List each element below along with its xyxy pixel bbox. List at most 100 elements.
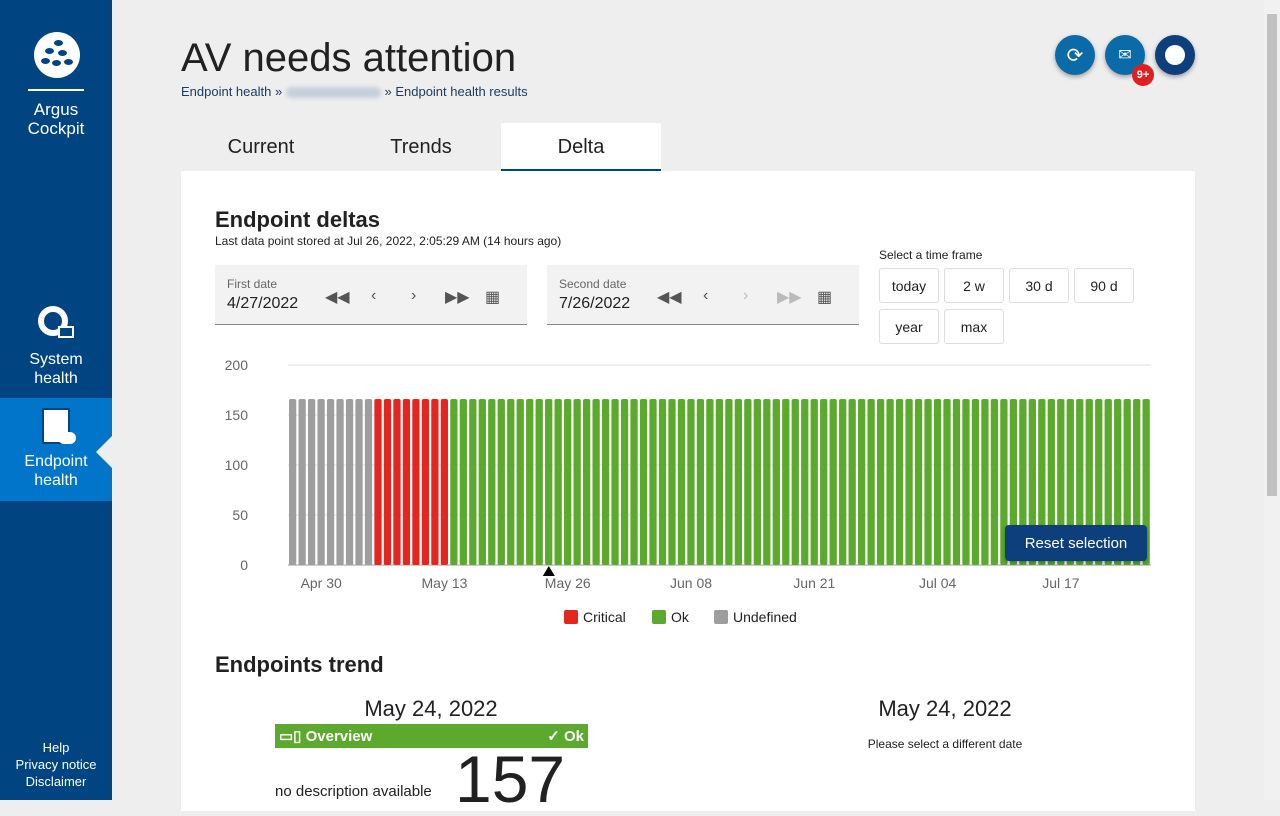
bar-ok[interactable]	[734, 399, 743, 565]
bar-ok[interactable]	[573, 399, 581, 565]
bar-ok[interactable]	[535, 399, 543, 565]
bar-ok[interactable]	[1009, 399, 1018, 565]
bar-ok[interactable]	[630, 399, 638, 565]
bar-critical[interactable]	[412, 399, 420, 565]
bar-ok[interactable]	[1000, 399, 1008, 565]
bar-ok[interactable]	[1047, 399, 1055, 565]
timeframe-90d[interactable]: 90 d	[1074, 268, 1134, 303]
bar-ok[interactable]	[763, 399, 771, 565]
first-date-picker[interactable]: First date 4/27/2022 ◀◀ ‹ › ▶▶ ▦	[215, 265, 527, 325]
fast-forward-icon[interactable]: ▶▶	[777, 289, 802, 306]
breadcrumb-redacted[interactable]	[285, 87, 381, 99]
argus-logo-icon[interactable]	[34, 32, 80, 78]
bar-undefined[interactable]	[298, 399, 306, 565]
second-date-picker[interactable]: Second date 7/26/2022 ◀◀ ‹ › ▶▶ ▦	[547, 265, 859, 325]
timeframe-30d[interactable]: 30 d	[1009, 268, 1069, 303]
bar-ok[interactable]	[772, 399, 780, 565]
fast-forward-icon[interactable]: ▶▶	[445, 289, 470, 306]
bar-ok[interactable]	[545, 399, 553, 565]
bar-critical[interactable]	[374, 399, 382, 565]
bar-ok[interactable]	[507, 399, 515, 565]
fast-back-icon[interactable]: ◀◀	[325, 289, 350, 306]
bar-ok[interactable]	[1104, 399, 1112, 565]
bar-ok[interactable]	[829, 399, 837, 565]
bar-ok[interactable]	[981, 399, 989, 565]
privacy-notice-link[interactable]: Privacy notice	[15, 757, 97, 772]
messages-button[interactable]: ✉	[1105, 35, 1145, 75]
bar-ok[interactable]	[753, 399, 761, 565]
bar-ok[interactable]	[962, 399, 970, 565]
bar-ok[interactable]	[744, 399, 752, 565]
bar-ok[interactable]	[914, 399, 923, 565]
bar-ok[interactable]	[1057, 399, 1065, 565]
chevron-right-icon[interactable]: ›	[411, 287, 417, 304]
bar-critical[interactable]	[421, 399, 430, 565]
bar-ok[interactable]	[469, 399, 477, 565]
bar-ok[interactable]	[450, 399, 458, 565]
sidebar-item-system-health[interactable]: System health	[0, 296, 112, 399]
bar-ok[interactable]	[592, 399, 600, 565]
selected-date-marker[interactable]	[542, 566, 555, 576]
bar-ok[interactable]	[725, 399, 733, 565]
bar-ok[interactable]	[952, 399, 961, 565]
bar-undefined[interactable]	[345, 399, 354, 565]
bar-undefined[interactable]	[355, 399, 363, 565]
tab-delta[interactable]: Delta	[501, 123, 661, 171]
bar-ok[interactable]	[497, 399, 505, 565]
bar-ok[interactable]	[858, 399, 866, 565]
bar-ok[interactable]	[1133, 399, 1141, 565]
bar-critical[interactable]	[383, 399, 392, 565]
breadcrumb-endpoint-health[interactable]: Endpoint health	[181, 84, 272, 99]
bar-ok[interactable]	[601, 399, 610, 565]
scrollbar[interactable]	[1264, 0, 1280, 800]
bar-ok[interactable]	[639, 399, 648, 565]
bar-ok[interactable]	[943, 399, 951, 565]
bar-ok[interactable]	[990, 399, 999, 565]
bar-ok[interactable]	[706, 399, 714, 565]
overview-bar[interactable]: ▭▯ Overview ✓ Ok	[275, 724, 588, 748]
bar-ok[interactable]	[488, 399, 496, 565]
bar-undefined[interactable]	[336, 399, 344, 565]
bar-ok[interactable]	[1095, 399, 1103, 565]
timeframe-max[interactable]: max	[944, 309, 1004, 344]
bar-ok[interactable]	[876, 399, 885, 565]
bar-ok[interactable]	[1114, 399, 1122, 565]
bar-ok[interactable]	[516, 399, 524, 565]
bar-ok[interactable]	[620, 399, 629, 565]
timeframe-today[interactable]: today	[879, 268, 939, 303]
bar-ok[interactable]	[848, 399, 856, 565]
scrollbar-thumb[interactable]	[1267, 14, 1277, 496]
bar-ok[interactable]	[658, 399, 667, 565]
bar-ok[interactable]	[1038, 399, 1046, 565]
bar-critical[interactable]	[402, 399, 411, 565]
disclaimer-link[interactable]: Disclaimer	[25, 774, 87, 789]
bar-ok[interactable]	[924, 399, 932, 565]
bar-undefined[interactable]	[289, 399, 297, 565]
bar-ok[interactable]	[820, 399, 828, 565]
first-date-value[interactable]: 4/27/2022	[227, 295, 299, 312]
bar-ok[interactable]	[1019, 399, 1027, 565]
bar-ok[interactable]	[886, 399, 894, 565]
bar-ok[interactable]	[582, 399, 591, 565]
bar-ok[interactable]	[649, 399, 657, 565]
bar-ok[interactable]	[564, 399, 572, 565]
bar-undefined[interactable]	[307, 399, 316, 565]
bar-undefined[interactable]	[326, 399, 335, 565]
account-button[interactable]	[1155, 35, 1195, 75]
bar-ok[interactable]	[1028, 399, 1036, 565]
bar-ok[interactable]	[895, 399, 904, 565]
bar-ok[interactable]	[526, 399, 534, 565]
legend-ok[interactable]: Ok	[652, 609, 689, 625]
bar-ok[interactable]	[1076, 399, 1084, 565]
bar-ok[interactable]	[782, 399, 790, 565]
bar-ok[interactable]	[791, 399, 799, 565]
help-link[interactable]: Help	[42, 740, 70, 755]
bar-ok[interactable]	[478, 399, 486, 565]
legend-undefined[interactable]: Undefined	[714, 609, 797, 625]
bar-critical[interactable]	[431, 399, 439, 565]
bar-ok[interactable]	[459, 399, 467, 565]
sidebar-item-endpoint-health[interactable]: Endpoint health	[0, 398, 112, 501]
timeframe-year[interactable]: year	[879, 309, 939, 344]
bar-ok[interactable]	[554, 399, 562, 565]
bar-ok[interactable]	[839, 399, 847, 565]
